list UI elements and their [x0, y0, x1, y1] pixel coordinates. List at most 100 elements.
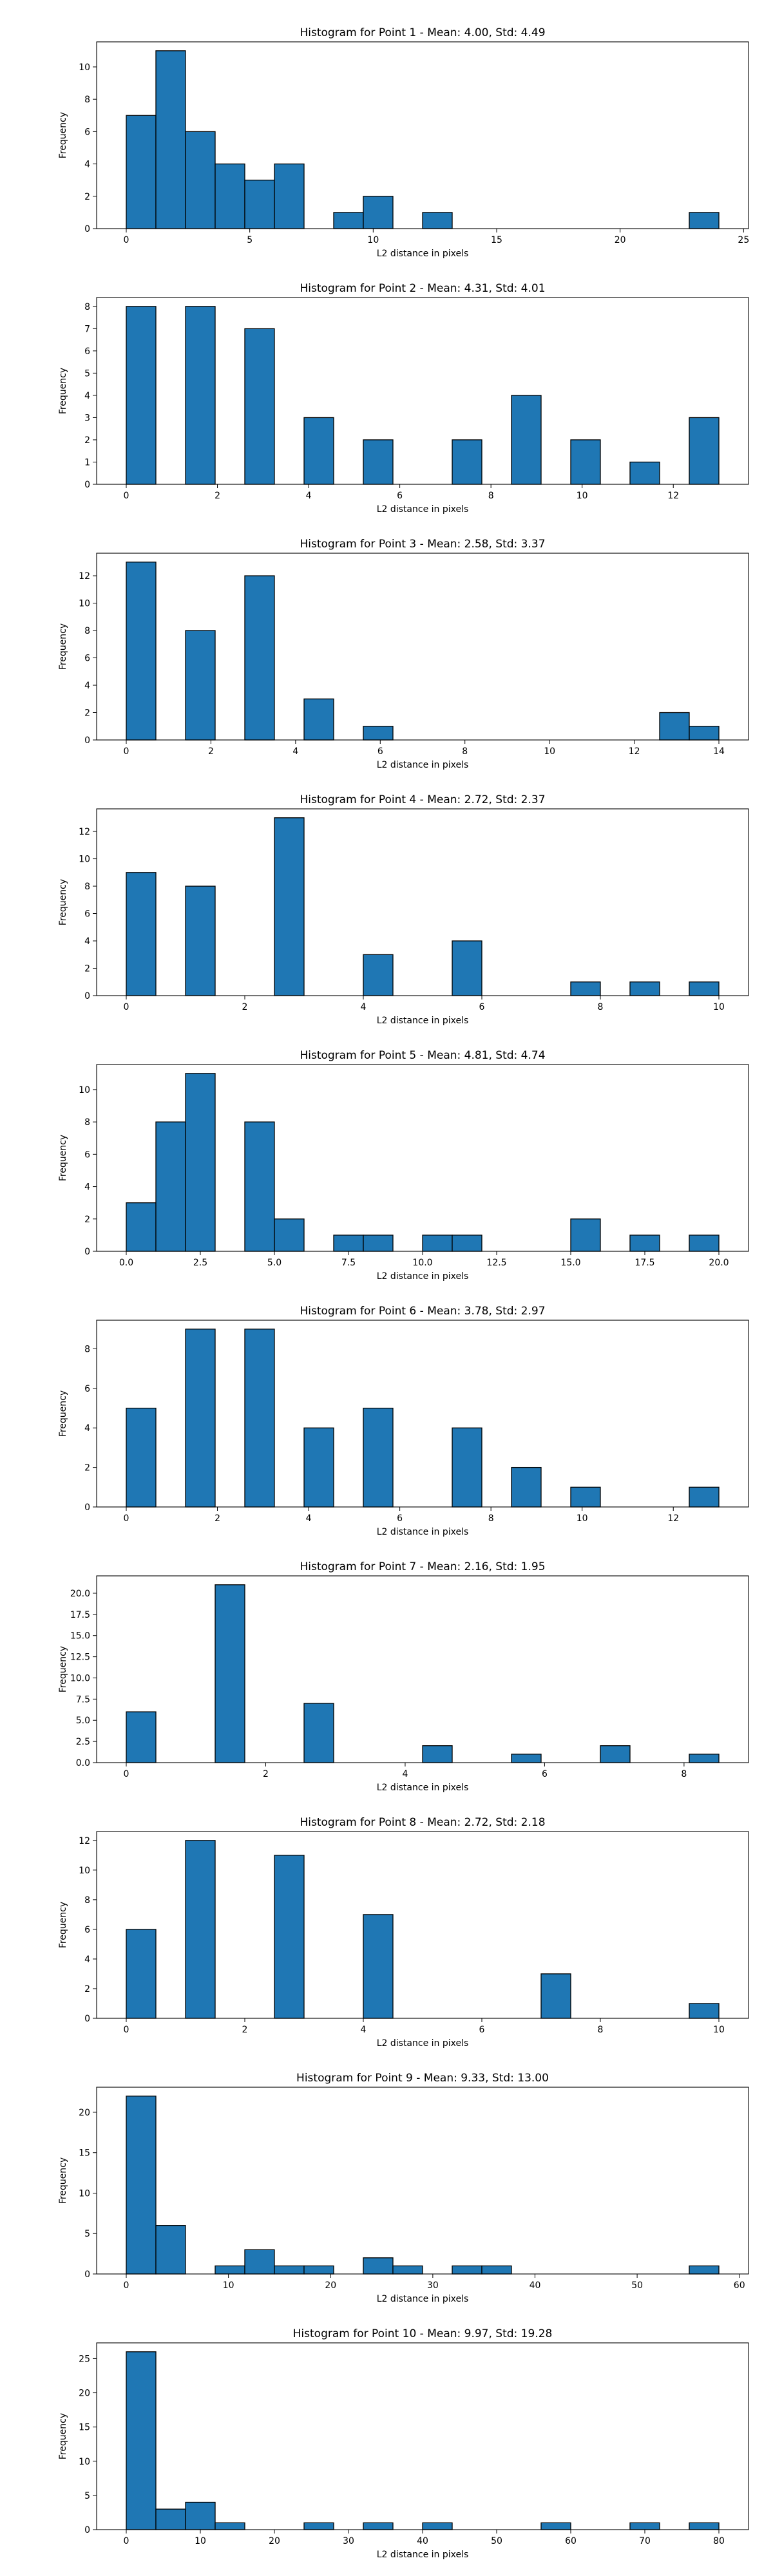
histogram-bar: [511, 395, 542, 485]
histogram-bar: [126, 1711, 157, 1763]
x-tick-label: 70: [639, 2536, 651, 2546]
x-axis-label: L2 distance in pixels: [377, 2038, 469, 2049]
y-tick-label: 0: [84, 224, 90, 234]
histogram-bar: [155, 1121, 186, 1252]
histogram-bar: [540, 1973, 571, 2019]
y-tick-label: 12: [79, 1836, 90, 1846]
x-tick-label: 60: [734, 2280, 745, 2291]
y-tick-label: 4: [84, 1955, 90, 1965]
chart-panel-7: Histogram for Point 7 - Mean: 2.16, Std:…: [58, 1560, 749, 1793]
y-tick-label: 8: [84, 626, 90, 636]
histogram-bar: [126, 562, 157, 741]
y-tick-label: 0: [84, 2014, 90, 2024]
histogram-bar: [126, 2351, 157, 2530]
chart-panel-1: Histogram for Point 1 - Mean: 4.00, Std:…: [58, 26, 749, 259]
x-tick-label: 20: [269, 2536, 280, 2546]
histogram-bar: [511, 1466, 542, 1508]
histogram-bar: [689, 726, 720, 741]
x-tick-label: 0: [124, 1002, 129, 1012]
plot-frame: [96, 297, 749, 485]
chart-panel-8: Histogram for Point 8 - Mean: 2.72, Std:…: [58, 1816, 749, 2049]
x-axis-label: L2 distance in pixels: [377, 1527, 469, 1537]
y-tick-label: 10: [79, 2188, 90, 2199]
y-tick-label: 5: [84, 2229, 90, 2239]
histogram-bar: [629, 981, 660, 996]
x-tick-label: 10: [577, 491, 588, 501]
y-tick-label: 8: [84, 1344, 90, 1354]
x-tick-label: 4: [306, 491, 312, 501]
histogram-bar: [629, 461, 660, 485]
y-tick-label: 15: [79, 2423, 90, 2433]
histogram-bar: [689, 1486, 720, 1508]
y-tick-label: 15: [79, 2148, 90, 2159]
x-tick-label: 10: [713, 2025, 725, 2035]
y-tick-label: 5.0: [76, 1716, 90, 1726]
x-axis-label: L2 distance in pixels: [377, 760, 469, 770]
histogram-bar: [689, 1235, 720, 1252]
histogram-bar: [126, 115, 157, 229]
histogram-bar: [659, 712, 690, 741]
x-tick-label: 15: [491, 235, 502, 245]
histogram-bar: [126, 1929, 157, 2019]
histogram-bar: [215, 163, 245, 229]
histogram-bar: [422, 2522, 453, 2530]
plot-frame: [96, 41, 749, 229]
y-tick-label: 0: [84, 2525, 90, 2535]
plot-frame: [96, 2087, 749, 2275]
histogram-bar: [452, 2265, 482, 2275]
y-tick-label: 10: [79, 1866, 90, 1876]
y-tick-label: 2: [84, 1463, 90, 1473]
histogram-bar: [392, 2265, 423, 2275]
histogram-bar: [689, 212, 720, 229]
y-tick-label: 6: [84, 654, 90, 664]
y-tick-label: 2: [84, 435, 90, 446]
histogram-bar: [333, 1235, 364, 1252]
histogram-bar: [570, 981, 601, 996]
y-tick-label: 6: [84, 909, 90, 920]
histogram-bar: [185, 1840, 216, 2019]
histogram-bar: [452, 1235, 482, 1252]
y-tick-label: 5: [84, 368, 90, 379]
y-axis-label: Frequency: [58, 1390, 68, 1437]
x-tick-label: 0: [124, 1769, 129, 1779]
histogram-bar: [185, 2501, 216, 2530]
x-axis-label: L2 distance in pixels: [377, 2294, 469, 2304]
x-tick-label: 8: [462, 746, 468, 757]
x-tick-label: 2.5: [193, 1258, 207, 1268]
histogram-bar: [333, 212, 364, 229]
chart-panel-6: Histogram for Point 6 - Mean: 3.78, Std:…: [58, 1305, 749, 1537]
y-tick-label: 12: [79, 571, 90, 582]
x-tick-label: 4: [306, 1513, 312, 1524]
x-tick-label: 2: [242, 2025, 248, 2035]
x-tick-label: 25: [738, 235, 749, 245]
y-tick-label: 4: [84, 681, 90, 691]
chart-title: Histogram for Point 6 - Mean: 3.78, Std:…: [300, 1305, 545, 1318]
y-tick-label: 0: [84, 480, 90, 490]
plot-frame: [96, 1575, 749, 1763]
histogram-bar: [570, 1486, 601, 1508]
histogram-bar: [629, 1235, 660, 1252]
x-tick-label: 30: [343, 2536, 354, 2546]
x-tick-label: 7.5: [341, 1258, 356, 1268]
x-tick-label: 10: [544, 746, 555, 757]
histogram-bar: [274, 1855, 305, 2019]
histogram-bar: [303, 1427, 334, 1508]
y-tick-label: 17.5: [70, 1610, 90, 1620]
y-tick-label: 2: [84, 708, 90, 719]
histogram-bar: [155, 50, 186, 229]
histogram-bar: [689, 1754, 720, 1763]
y-tick-label: 8: [84, 1117, 90, 1128]
y-axis-label: Frequency: [58, 879, 68, 925]
histogram-bar: [215, 2522, 245, 2530]
x-tick-label: 20: [615, 235, 626, 245]
histogram-bar: [244, 180, 275, 229]
histogram-bar: [244, 1121, 275, 1252]
x-tick-label: 6: [479, 1002, 485, 1012]
chart-title: Histogram for Point 2 - Mean: 4.31, Std:…: [300, 282, 545, 295]
histogram-bar: [244, 328, 275, 485]
histogram-bar: [629, 2522, 660, 2530]
y-tick-label: 12.5: [70, 1653, 90, 1663]
x-tick-label: 0: [124, 2536, 129, 2546]
y-tick-label: 4: [84, 936, 90, 947]
y-tick-label: 4: [84, 160, 90, 170]
